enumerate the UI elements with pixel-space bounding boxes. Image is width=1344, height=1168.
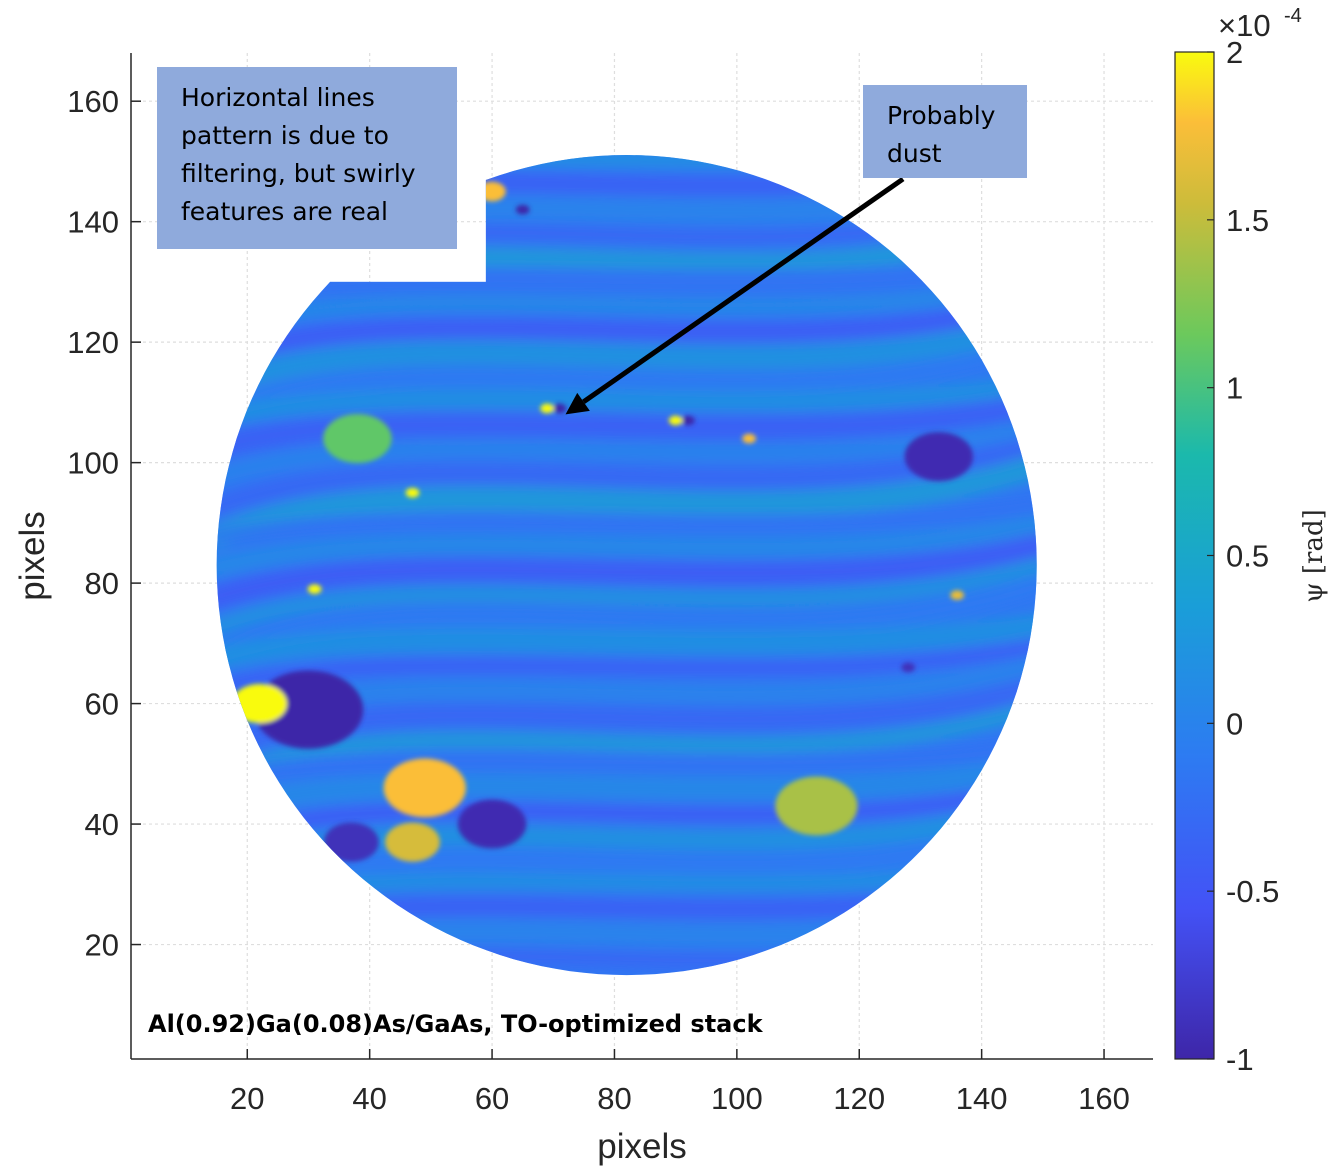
x-tick-label: 160	[1078, 1081, 1130, 1116]
heatmap-feature	[904, 432, 974, 482]
annotation-filtering-note: Horizontal lines pattern is due to filte…	[157, 67, 457, 249]
heatmap-band	[216, 496, 1037, 545]
x-tick-label: 40	[352, 1081, 386, 1116]
heatmap-feature	[515, 204, 530, 215]
heatmap-feature	[323, 822, 379, 862]
colorbar-tick-label: -0.5	[1226, 874, 1279, 909]
heatmap-band	[216, 313, 1037, 398]
heatmap-features	[232, 181, 974, 862]
heatmap-feature	[253, 670, 364, 749]
heatmap-band	[216, 735, 1037, 788]
sample-caption: Al(0.92)Ga(0.08)As/GaAs, TO-optimized st…	[148, 1010, 763, 1038]
heatmap-feature	[478, 181, 506, 202]
x-tick-label: 80	[597, 1081, 631, 1116]
colorbar-label: ψ [rad]	[1299, 509, 1329, 603]
colorbar-tick-label: 0.5	[1226, 539, 1269, 574]
heatmap-band	[216, 337, 1037, 425]
heatmap-band	[216, 558, 1037, 636]
y-axis-label: pixels	[13, 511, 52, 600]
heatmap-band	[216, 515, 1037, 577]
arrow-shaft	[582, 176, 905, 404]
heatmap-feature	[681, 415, 695, 426]
y-tick-label: 100	[67, 446, 119, 481]
heatmap-feature	[385, 822, 440, 862]
heatmap-band	[216, 294, 1037, 366]
x-tick-label: 60	[475, 1081, 509, 1116]
heatmap-band	[216, 392, 1037, 459]
colorbar-tick-label: 0	[1226, 706, 1243, 741]
heatmap-feature	[742, 433, 756, 444]
heatmap-band	[216, 576, 1037, 668]
heatmap-feature	[552, 403, 567, 414]
heatmap-feature	[950, 590, 965, 601]
heatmap-feature	[232, 684, 287, 724]
heatmap-band	[216, 779, 1037, 847]
heatmap-texture	[216, 155, 1037, 976]
heatmap-feature	[307, 584, 322, 595]
x-tick-label: 120	[833, 1081, 885, 1116]
heatmap-band	[216, 613, 1037, 670]
colorbar: -1 -0.5 0 0.5 1 1.5 2×10 -4 ψ [rad]	[1174, 5, 1329, 1077]
y-tick-label: 20	[85, 928, 119, 963]
heatmap-feature	[775, 776, 858, 836]
colorbar-tick-label: -1	[1226, 1042, 1254, 1077]
heatmap-band	[216, 276, 1037, 334]
y-tick-label: 60	[85, 687, 119, 722]
heatmap-feature	[668, 415, 683, 426]
heatmap-feature	[457, 799, 527, 849]
y-tick-label: 140	[67, 205, 119, 240]
heatmap-band	[216, 699, 1037, 786]
heatmap-band	[216, 533, 1037, 610]
x-tick-label: 100	[711, 1081, 763, 1116]
arrow-head	[565, 392, 590, 415]
heatmap-feature	[901, 662, 916, 673]
annotation-dust-note: Probably dust	[863, 85, 1027, 178]
y-tick-label: 120	[67, 325, 119, 360]
heatmap-feature	[540, 403, 554, 414]
annotation-arrow	[565, 176, 905, 415]
colorbar-tick-label: 1.5	[1226, 203, 1269, 238]
axes: 20 40 60 80 100 120 140 160 20 40 60 80 100 120 140 160…	[13, 53, 1153, 1166]
colorbar-scale-exponent: -4	[1284, 5, 1302, 27]
y-tick-label: 160	[67, 84, 119, 119]
heatmap-band	[216, 754, 1037, 821]
colorbar-tick-label: 1	[1226, 371, 1243, 406]
y-tick-label: 40	[85, 807, 119, 842]
y-tick-label: 80	[85, 566, 119, 601]
colorbar-scale-label: ×10	[1218, 8, 1271, 43]
heatmap-band	[216, 454, 1037, 549]
x-tick-label: 140	[956, 1081, 1008, 1116]
x-axis-label: pixels	[597, 1127, 686, 1166]
colorbar-tick-label: 2	[1226, 35, 1243, 70]
x-tick-label: 20	[230, 1081, 264, 1116]
heatmap-feature	[383, 758, 466, 818]
heatmap-band	[216, 374, 1037, 427]
heatmap-feature	[323, 414, 392, 464]
heatmap-feature	[405, 487, 420, 498]
